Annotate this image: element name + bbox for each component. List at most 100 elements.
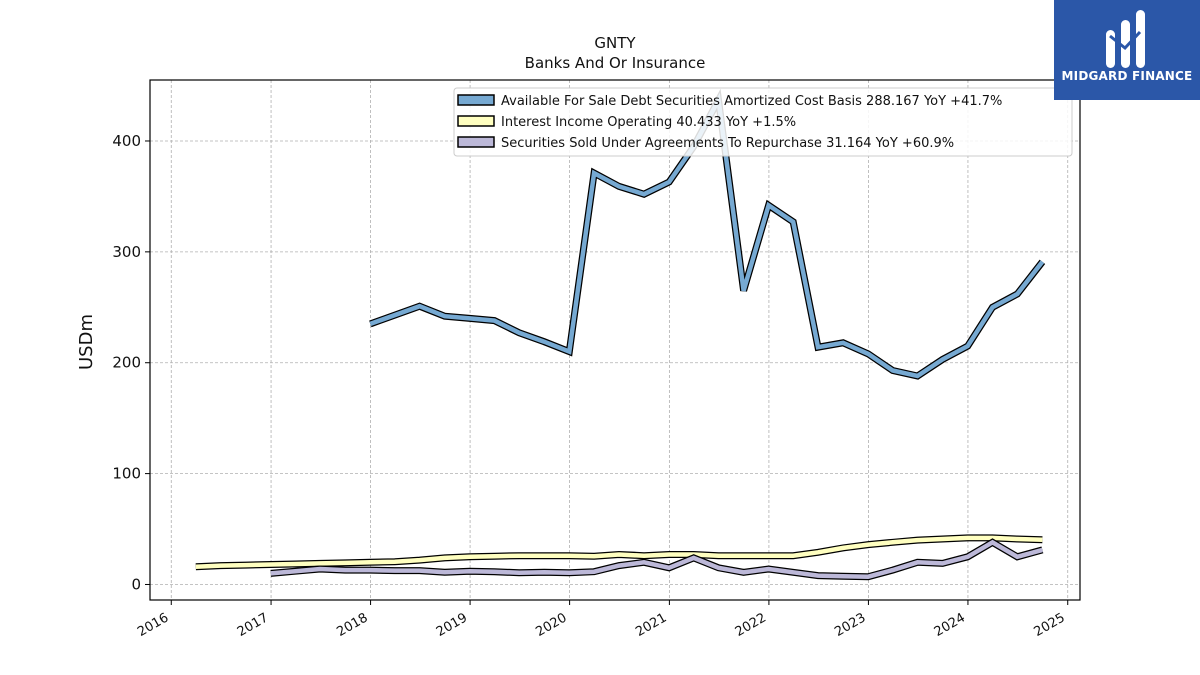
series-line — [195, 535, 1043, 569]
data-point — [567, 554, 571, 558]
data-point — [841, 341, 845, 345]
legend-box — [453, 87, 1073, 157]
data-point — [716, 566, 720, 570]
data-point — [617, 563, 621, 567]
data-point — [915, 538, 919, 542]
data-point — [642, 192, 646, 196]
data-point — [1015, 555, 1019, 559]
data-point — [393, 568, 397, 572]
data-point — [915, 560, 919, 564]
data-point — [866, 352, 870, 356]
legend-entry-label: Securities Sold Under Agreements To Repu… — [501, 136, 954, 151]
x-axis: 2016 2017 2018 2019 2020 2021 2022 2023 2024 2025 — [135, 600, 1069, 640]
data-point — [816, 550, 820, 554]
brand-name: MIDGARD FINANCE — [1061, 69, 1193, 83]
data-point — [966, 344, 970, 348]
data-point — [841, 574, 845, 578]
data-point — [791, 554, 795, 558]
data-point — [443, 314, 447, 318]
data-point — [468, 555, 472, 559]
data-point — [716, 554, 720, 558]
data-point — [443, 570, 447, 574]
data-point — [517, 331, 521, 335]
data-point — [517, 554, 521, 558]
data-point — [915, 374, 919, 378]
y-tick-label: 100 — [112, 465, 141, 483]
data-point — [642, 554, 646, 558]
x-tick-label: 2020 — [533, 610, 569, 640]
data-point — [592, 554, 596, 558]
data-point — [940, 357, 944, 361]
y-tick-label: 0 — [131, 575, 141, 593]
data-point — [592, 171, 596, 175]
data-point — [617, 184, 621, 188]
data-point — [368, 322, 372, 326]
data-point — [417, 558, 421, 562]
data-point — [891, 568, 895, 572]
data-point — [218, 563, 222, 567]
data-point — [990, 540, 994, 544]
data-point — [269, 571, 273, 575]
data-point — [791, 570, 795, 574]
data-point — [542, 340, 546, 344]
data-point — [741, 289, 745, 293]
data-point — [417, 568, 421, 572]
data-point — [1040, 538, 1044, 542]
y-axis: 0 100 200 300 400 — [112, 132, 150, 593]
data-point — [866, 542, 870, 546]
data-point — [940, 561, 944, 565]
data-point — [816, 345, 820, 349]
data-point — [791, 220, 795, 224]
x-tick-label: 2017 — [235, 610, 271, 640]
data-point — [816, 573, 820, 577]
data-point — [1015, 292, 1019, 296]
series-lines — [195, 88, 1046, 581]
x-tick-label: 2023 — [832, 610, 868, 640]
data-point — [966, 536, 970, 540]
data-point — [841, 546, 845, 550]
x-tick-label: 2019 — [434, 610, 470, 640]
data-point — [269, 562, 273, 566]
data-point — [642, 560, 646, 564]
data-point — [966, 555, 970, 559]
data-point — [517, 571, 521, 575]
data-point — [940, 537, 944, 541]
data-point — [318, 561, 322, 565]
data-point — [891, 540, 895, 544]
x-tick-label: 2022 — [733, 610, 769, 640]
x-tick-label: 2025 — [1032, 610, 1068, 640]
data-point — [343, 568, 347, 572]
data-point — [1040, 548, 1044, 552]
data-point — [592, 570, 596, 574]
data-point — [417, 304, 421, 308]
data-point — [368, 560, 372, 564]
chart-title: GNTY — [594, 34, 636, 52]
data-point — [293, 562, 297, 566]
data-point — [368, 568, 372, 572]
data-point — [1040, 260, 1044, 264]
data-point — [1015, 537, 1019, 541]
x-tick-label: 2018 — [334, 610, 370, 640]
data-point — [766, 203, 770, 207]
data-point — [567, 349, 571, 353]
series-line — [270, 539, 1043, 579]
data-point — [866, 575, 870, 579]
data-point — [492, 318, 496, 322]
data-point — [741, 554, 745, 558]
data-point — [667, 552, 671, 556]
data-point — [891, 368, 895, 372]
data-point — [542, 554, 546, 558]
plot-frame — [149, 79, 1081, 601]
data-point — [343, 561, 347, 565]
data-point — [443, 556, 447, 560]
data-point — [492, 554, 496, 558]
data-point — [393, 560, 397, 564]
data-point — [766, 554, 770, 558]
x-tick-label: 2021 — [633, 610, 669, 640]
grid-lines — [150, 80, 1080, 600]
midgard-logo-icon — [1106, 10, 1145, 68]
data-point — [468, 569, 472, 573]
data-point — [692, 556, 696, 560]
y-tick-label: 200 — [112, 354, 141, 372]
